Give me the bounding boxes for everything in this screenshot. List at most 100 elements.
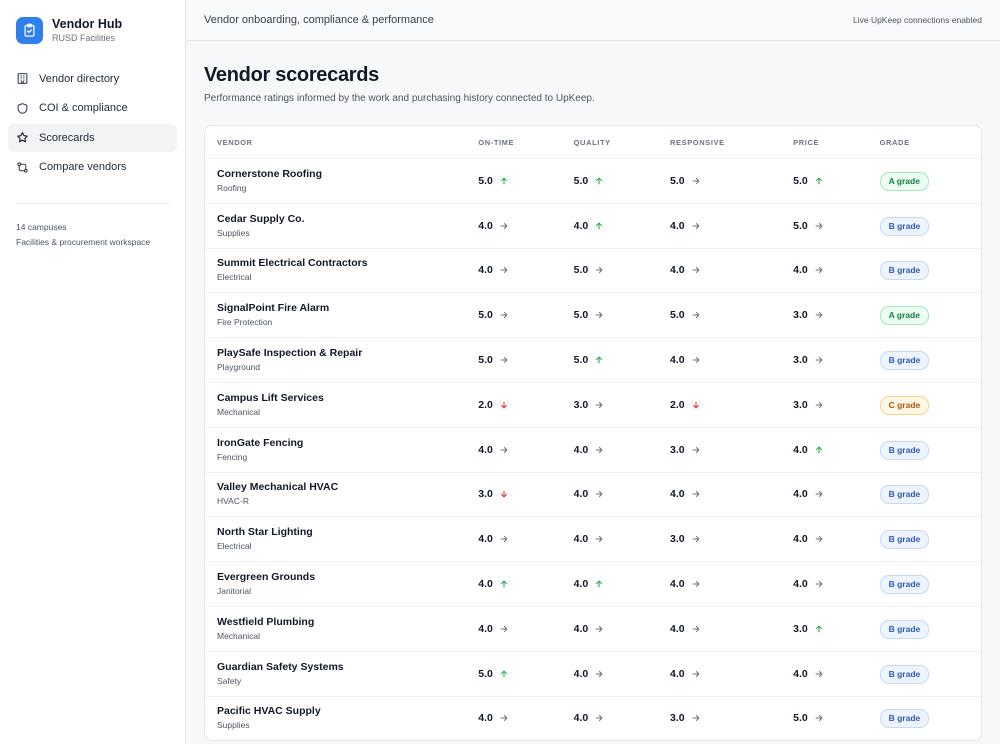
grade-badge: B grade [879,619,930,639]
quality-score: 5.0 [573,309,589,322]
sidebar-item-vendor-directory[interactable]: Vendor directory [8,65,177,93]
vendor-name[interactable]: Summit Electrical Contractors [217,257,368,270]
vendor-name[interactable]: PlaySafe Inspection & Repair [217,347,363,360]
table-row[interactable]: Guardian Safety Systems Safety 5.0 4.0 4.0 4.… [205,650,981,696]
trend-flat-icon [692,357,700,364]
trend-flat-icon [815,536,823,543]
trend-flat-icon [815,715,823,722]
on-time-score-cell: 4.0 [478,623,573,635]
trend-up-icon [596,580,603,588]
sidebar-item-label: COI & compliance [39,102,128,115]
table-row[interactable]: Cornerstone Roofing Roofing 5.0 5.0 5.0 5.0 A … [205,158,981,203]
workspace-name: Facilities & procurement workspace [16,237,151,247]
table-header: VENDOR ON-TIME QUALITY RESPONSIVE PRICE … [205,126,981,158]
trend-flat-icon [815,267,823,274]
quality-score-cell: 5.0 [574,354,670,366]
column-header-quality[interactable]: QUALITY [573,137,611,147]
quality-score: 5.0 [573,264,589,277]
page-subtitle: Performance ratings informed by the work… [204,93,595,104]
sidebar-item-compare-vendors[interactable]: Compare vendors [8,154,177,182]
responsive-score: 4.0 [669,219,685,232]
price-score-cell: 4.0 [793,578,879,590]
table-row[interactable]: Campus Lift Services Mechanical 2.0 3.0 2.0 3… [205,381,981,427]
vendor-name[interactable]: Campus Lift Services [217,391,324,404]
trend-flat-icon [500,267,508,274]
price-score: 4.0 [793,578,808,591]
vendor-name[interactable]: SignalPoint Fire Alarm [217,302,330,315]
on-time-score-cell: 3.0 [478,488,573,500]
sidebar: Vendor Hub RUSD Facilities Vendor direct… [0,0,186,744]
grade-cell: A grade [879,305,969,326]
table-row[interactable]: Pacific HVAC Supply Supplies 4.0 4.0 3.0 5.0 B… [205,695,981,741]
vendor-name[interactable]: Westfield Plumbing [217,615,315,628]
vendor-name[interactable]: Guardian Safety Systems [217,660,344,673]
trend-flat-icon [815,491,823,498]
on-time-score: 5.0 [478,667,493,680]
trend-flat-icon [500,715,508,722]
vendor-category: Fire Protection [217,317,273,328]
vendor-cell: Valley Mechanical HVAC HVAC-R [217,481,478,507]
trend-flat-icon [692,715,700,722]
on-time-score-cell: 4.0 [478,444,573,456]
trend-up-icon [596,222,603,230]
vendor-cell: Guardian Safety Systems Safety [217,661,478,687]
trend-up-icon [815,625,822,633]
quality-score-cell: 5.0 [574,264,670,276]
sidebar-item-scorecards[interactable]: Scorecards [8,124,177,152]
table-row[interactable]: SignalPoint Fire Alarm Fire Protection 5.0… [205,292,981,337]
vendor-name[interactable]: IronGate Fencing [217,436,304,449]
quality-score-cell: 4.0 [574,220,670,232]
vendor-name[interactable]: Cedar Supply Co. [217,212,305,225]
vendor-cell: Pacific HVAC Supply Supplies [217,705,478,731]
responsive-score: 3.0 [669,443,685,456]
responsive-score-cell: 4.0 [670,668,793,680]
vendor-cell: North Star Lighting Electrical [217,526,478,552]
table-row[interactable]: North Star Lighting Electrical 4.0 4.0 3.0 4.… [205,516,981,561]
column-header-price[interactable]: PRICE [793,137,820,147]
vendor-name[interactable]: Valley Mechanical HVAC [217,481,339,494]
responsive-score-cell: 3.0 [670,533,793,545]
table-row[interactable]: Westfield Plumbing Mechanical 4.0 4.0 4.0 3.0… [205,605,981,651]
shield-icon [17,102,28,114]
responsive-score: 5.0 [669,309,685,322]
vendor-name[interactable]: Cornerstone Roofing [217,167,322,180]
responsive-score-cell: 4.0 [670,354,793,366]
trend-flat-icon [692,670,700,677]
column-header-vendor[interactable]: VENDOR [217,137,253,147]
sidebar-nav: Vendor directory COI & compliance Scorec… [8,65,177,181]
page-content: Vendor scorecards Performance ratings in… [186,41,1000,742]
responsive-score: 4.0 [669,578,685,591]
column-header-on-time[interactable]: ON-TIME [478,137,515,147]
table-row[interactable]: Evergreen Grounds Janitorial 4.0 4.0 4.0 4.0 B… [205,561,981,606]
main-area: Vendor onboarding, compliance & performa… [186,0,1000,744]
table-row[interactable]: Cedar Supply Co. Supplies 4.0 4.0 4.0 5.0 B gr… [205,202,981,248]
trend-flat-icon [815,222,823,229]
trend-flat-icon [595,491,603,498]
table-row[interactable]: Valley Mechanical HVAC HVAC-R 3.0 4.0 4.0 4.0… [205,471,981,517]
vendor-name[interactable]: Evergreen Grounds [217,571,316,584]
star-icon [17,132,28,143]
topbar-title: Vendor onboarding, compliance & performa… [204,14,434,26]
responsive-score-cell: 4.0 [670,220,793,232]
table-row[interactable]: IronGate Fencing Fencing 4.0 4.0 3.0 4.0 B gra… [205,426,981,472]
on-time-score: 5.0 [478,174,493,187]
trend-flat-icon [595,446,603,453]
trend-flat-icon [815,357,823,364]
brand[interactable]: Vendor Hub RUSD Facilities [8,14,177,46]
vendor-name[interactable]: North Star Lighting [217,526,313,539]
quality-score-cell: 5.0 [574,175,670,187]
trend-flat-icon [500,357,508,364]
table-row[interactable]: Summit Electrical Contractors Electrical 4… [205,247,981,293]
column-header-responsive[interactable]: RESPONSIVE [669,137,725,147]
table-row[interactable]: PlaySafe Inspection & Repair Playground 5.… [205,337,981,382]
responsive-score-cell: 4.0 [670,578,793,590]
price-score: 4.0 [793,264,808,277]
column-header-grade[interactable]: GRADE [879,137,910,147]
sidebar-item-coi-compliance[interactable]: COI & compliance [8,95,177,123]
on-time-score: 4.0 [478,712,493,725]
trend-up-icon [500,580,507,588]
quality-score: 4.0 [573,219,589,232]
trend-flat-icon [815,670,823,677]
clipboard-check-icon [16,17,43,44]
vendor-name[interactable]: Pacific HVAC Supply [217,705,321,718]
